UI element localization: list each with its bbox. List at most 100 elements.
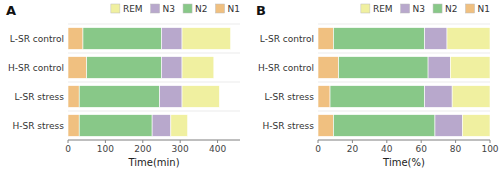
bar-segment xyxy=(318,57,339,79)
x-tick xyxy=(352,140,353,143)
x-tick-label: 0 xyxy=(65,144,71,154)
bar-segment xyxy=(182,86,219,108)
category-label: L-SR stress xyxy=(14,92,64,102)
bar-segment xyxy=(462,115,490,137)
bar-segment xyxy=(152,115,171,137)
category-label: L-SR stress xyxy=(264,92,314,102)
bar-segment xyxy=(452,86,490,108)
bar-segment xyxy=(447,28,490,50)
row-separator xyxy=(318,111,490,112)
x-tick-label: 80 xyxy=(450,144,462,154)
panel: L-SR control H-SR control L-SR stress H-SR … xyxy=(6,3,240,168)
bar-segment xyxy=(318,86,330,108)
x-tick-label: 200 xyxy=(134,144,151,154)
bar-segment xyxy=(318,28,333,50)
category-label: H-SR stress xyxy=(263,121,315,131)
bar-segment xyxy=(161,28,182,50)
x-tick-label: 100 xyxy=(97,144,114,154)
x-axis-label: Time(min) xyxy=(127,157,179,168)
bar-segment xyxy=(68,115,79,137)
row-separator xyxy=(318,82,490,83)
category-label: L-SR control xyxy=(10,34,64,44)
legend-label: REM xyxy=(373,4,393,14)
legend-swatch xyxy=(216,4,225,13)
bar-segment xyxy=(182,28,231,50)
row-separator xyxy=(318,24,490,25)
category-label: H-SR control xyxy=(8,63,64,73)
x-tick xyxy=(68,140,69,143)
bar-segment xyxy=(68,57,87,79)
bar-segment xyxy=(435,115,463,137)
legend-swatch xyxy=(183,4,192,13)
bar-segment xyxy=(79,86,159,108)
legend-swatch xyxy=(433,4,442,13)
legend-label: REM xyxy=(123,4,143,14)
x-tick-label: 60 xyxy=(415,144,427,154)
x-tick-label: 400 xyxy=(209,144,226,154)
row-separator xyxy=(68,24,240,25)
bar-segment xyxy=(87,57,162,79)
legend: REM N3 N2 N1 xyxy=(361,4,490,14)
bar-segment xyxy=(330,86,425,108)
bar-segment xyxy=(425,28,447,50)
row-separator xyxy=(318,140,490,141)
legend-label: N2 xyxy=(195,4,207,14)
bar-segment xyxy=(79,115,152,137)
bar-segment xyxy=(339,57,428,79)
bar-segment xyxy=(428,57,450,79)
row-separator xyxy=(68,140,240,141)
row-separator xyxy=(318,53,490,54)
panel: L-SR control H-SR control L-SR stress H-SR … xyxy=(256,3,499,168)
bar-segment xyxy=(450,57,490,79)
legend-swatch xyxy=(401,4,410,13)
row-separator xyxy=(68,53,240,54)
legend-swatch xyxy=(111,4,120,13)
x-tick xyxy=(386,140,387,143)
bar-segment xyxy=(333,115,434,137)
panel-label: B xyxy=(256,3,266,18)
bar-segment xyxy=(68,86,79,108)
x-tick xyxy=(180,140,181,143)
x-axis-line xyxy=(68,140,240,141)
bar-segment xyxy=(83,28,162,50)
figure: L-SR control H-SR control L-SR stress H-SR … xyxy=(0,0,500,182)
legend-label: N3 xyxy=(163,4,175,14)
legend-label: N1 xyxy=(478,4,490,14)
bars xyxy=(318,28,490,137)
bar-segment xyxy=(425,86,453,108)
panel-label: A xyxy=(6,3,16,18)
x-axis-label: Time(%) xyxy=(382,157,425,168)
x-tick-label: 100 xyxy=(481,144,498,154)
row-separator xyxy=(68,82,240,83)
bar-segment xyxy=(160,86,182,108)
bar-segment xyxy=(182,57,214,79)
bar-segment xyxy=(161,57,182,79)
x-tick-label: 0 xyxy=(315,144,321,154)
category-label: H-SR stress xyxy=(13,121,65,131)
bar-segment xyxy=(171,115,188,137)
legend-swatch xyxy=(151,4,160,13)
category-label: H-SR control xyxy=(258,63,314,73)
legend-label: N3 xyxy=(413,4,425,14)
x-tick-label: 40 xyxy=(381,144,393,154)
x-tick xyxy=(318,140,319,143)
row-separator xyxy=(68,111,240,112)
legend-swatch xyxy=(361,4,370,13)
x-tick xyxy=(217,140,218,143)
bars xyxy=(68,28,231,137)
bar-segment xyxy=(68,28,83,50)
x-tick xyxy=(105,140,106,143)
legend-label: N2 xyxy=(445,4,457,14)
x-tick xyxy=(142,140,143,143)
x-tick-label: 20 xyxy=(347,144,359,154)
legend-swatch xyxy=(466,4,475,13)
category-label: L-SR control xyxy=(260,34,314,44)
x-tick xyxy=(490,140,491,143)
x-tick-label: 300 xyxy=(172,144,189,154)
x-tick xyxy=(421,140,422,143)
legend-label: N1 xyxy=(228,4,240,14)
legend: REM N3 N2 N1 xyxy=(111,4,240,14)
x-tick xyxy=(455,140,456,143)
x-axis-line xyxy=(318,140,490,141)
bar-segment xyxy=(333,28,424,50)
